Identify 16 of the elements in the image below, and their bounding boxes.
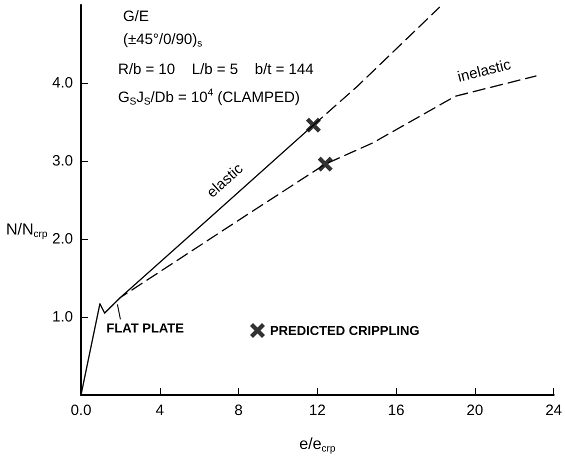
annotation: R/b = 10 L/b = 5 b/t = 144 xyxy=(118,61,314,78)
x-tick-label: 4 xyxy=(156,402,164,419)
legend-label: PREDICTED CRIPPLING xyxy=(270,323,420,338)
annotation: FLAT PLATE xyxy=(106,320,184,336)
x-tick-label: 16 xyxy=(388,402,404,419)
y-tick-label: 4.0 xyxy=(52,74,73,92)
x-tick-label: 0.0 xyxy=(70,402,92,419)
text: inelastic xyxy=(456,56,514,86)
x-tick-label: 12 xyxy=(308,402,326,419)
x-tick-label: 20 xyxy=(466,402,484,419)
x-tick-label: 24 xyxy=(545,402,562,419)
x-tick-label: 8 xyxy=(234,402,243,419)
chart-title: G/E xyxy=(123,8,149,25)
y-tick-label: 1.0 xyxy=(52,308,73,326)
y-tick-label: 2.0 xyxy=(52,230,73,248)
y-tick-label: 3.0 xyxy=(52,152,73,170)
